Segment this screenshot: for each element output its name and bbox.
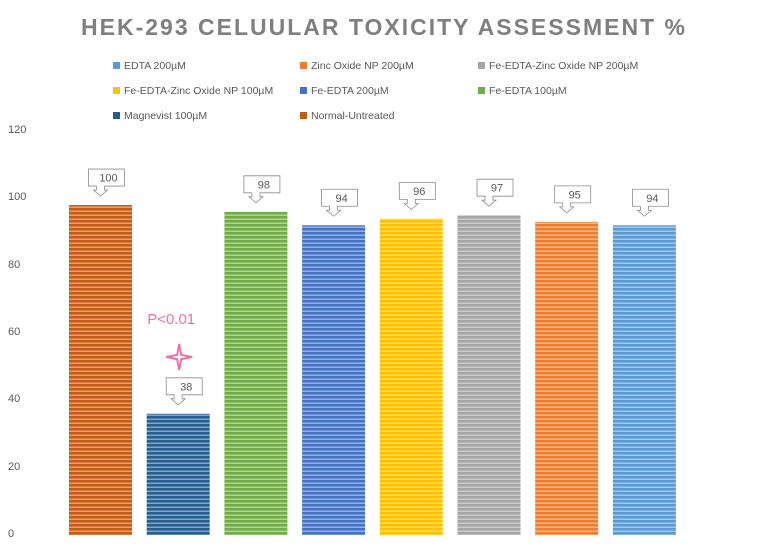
legend-item: Fe-EDTA-Zinc Oxide NP 100µM (113, 85, 273, 97)
legend-item: Magnevist 100µM (113, 110, 207, 122)
y-tick-label: 0 (8, 528, 15, 540)
legend-swatch (300, 112, 307, 119)
legend-swatch (478, 87, 485, 94)
data-label-callout: 94 (632, 188, 669, 217)
legend-label: Fe-EDTA 100µM (489, 85, 567, 97)
legend-label: EDTA 200µM (124, 60, 186, 72)
legend-swatch (113, 112, 120, 119)
bar (146, 413, 210, 535)
legend-label: Normal-Untreated (311, 110, 395, 122)
legend-swatch (113, 87, 120, 94)
y-tick-label: 60 (8, 326, 21, 338)
data-label: 98 (258, 179, 270, 191)
legend-item: Fe-EDTA-Zinc Oxide NP 200µM (478, 60, 638, 72)
data-label-callout: 38 (165, 377, 203, 406)
legend-label: Magnevist 100µM (124, 110, 208, 122)
y-tick-label: 20 (8, 460, 21, 473)
bar (612, 225, 676, 535)
legend-item: Zinc Oxide NP 200µM (300, 60, 414, 72)
legend-swatch (478, 62, 485, 69)
y-tick-label: 80 (8, 258, 21, 271)
data-label: 95 (569, 189, 581, 201)
legend-label: Fe-EDTA 200µM (311, 85, 389, 97)
legend-item: EDTA 200µM (113, 60, 186, 72)
legend-item: Fe-EDTA 100µM (478, 85, 567, 97)
data-label-callout: 95 (554, 185, 592, 214)
legend-label: Fe-EDTA-Zinc Oxide NP 200µM (489, 60, 639, 72)
data-label: 38 (180, 381, 192, 393)
legend-swatch (113, 62, 120, 69)
legend-label: Zinc Oxide NP 200µM (311, 60, 414, 72)
bar (535, 221, 599, 535)
bar (379, 218, 443, 536)
data-label-callout: 96 (398, 182, 436, 211)
p-value-annotation: P<0.01 (147, 311, 196, 328)
legend-swatch (300, 62, 307, 69)
y-tick-label: 120 (8, 124, 27, 136)
data-label-callout: 98 (243, 175, 281, 204)
data-label: 94 (646, 193, 658, 205)
legend-swatch (300, 87, 307, 94)
data-label: 94 (335, 193, 347, 205)
data-label: 97 (491, 183, 503, 195)
legend-label: Fe-EDTA-Zinc Oxide NP 100µM (124, 85, 274, 97)
bar (457, 215, 521, 535)
legend-item: Fe-EDTA 200µM (300, 85, 389, 97)
y-tick-label: 40 (8, 393, 21, 406)
data-label-callout: 100 (88, 168, 125, 197)
bar (302, 225, 366, 535)
y-tick-label: 100 (8, 191, 27, 204)
bar (69, 205, 132, 536)
data-label: 100 (99, 173, 117, 185)
chart-title: HEK-293 CELUULAR TOXICITY ASSESSMENT % (81, 14, 687, 40)
data-label: 96 (413, 186, 425, 198)
bar (224, 211, 288, 536)
data-label-callout: 94 (321, 188, 358, 217)
data-label-callout: 97 (476, 178, 514, 207)
significance-star-icon (166, 343, 193, 371)
legend-item: Normal-Untreated (300, 110, 394, 122)
